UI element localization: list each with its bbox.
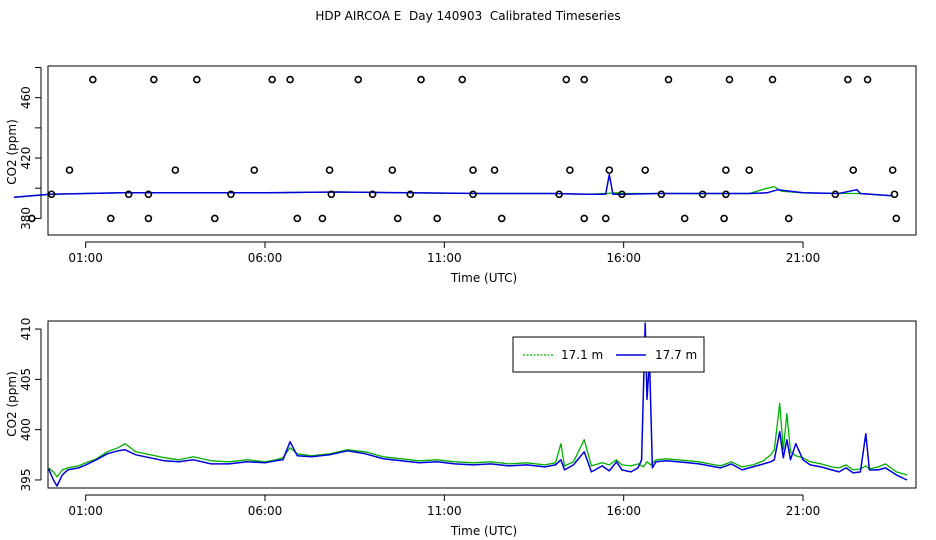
calibration-point: [831, 190, 840, 199]
legend: 17.1 m 17.7 m: [512, 336, 705, 373]
calibration-point: [680, 214, 689, 223]
calibration-point: [605, 166, 614, 174]
bottom-y-tick-label: 405: [19, 368, 33, 391]
calibration-point: [497, 214, 506, 223]
bottom-series-lines: [48, 322, 908, 487]
top-y-axis-label: CO2 (ppm): [5, 119, 19, 185]
calibration-point: [469, 166, 477, 174]
calibration-point: [433, 214, 441, 223]
calibration-point: [664, 75, 673, 84]
top-y-tick-label: 380: [19, 207, 33, 230]
calibration-point: [580, 75, 589, 84]
calibration-point: [28, 214, 36, 223]
calibration-point: [725, 75, 734, 84]
calibration-point: [354, 75, 363, 84]
top-y-tick-label: 420: [19, 147, 33, 170]
calibration-point: [250, 166, 259, 174]
calibration-point: [641, 166, 649, 174]
calibration-point: [555, 190, 563, 199]
bottom-series-line-17-7-m: [48, 322, 908, 487]
top-panel: 01:00 06:00 11:00 16:00 21:00 380 420 460 Time …: [5, 65, 917, 285]
calibration-point: [745, 166, 754, 174]
calibration-point: [844, 75, 852, 84]
calibration-point: [888, 166, 897, 174]
bottom-x-tick-label: 21:00: [786, 504, 821, 518]
bottom-x-tick-label: 16:00: [606, 504, 641, 518]
calibration-point: [768, 75, 777, 84]
top-x-tick-label: 11:00: [427, 251, 462, 265]
calibration-point: [722, 166, 730, 174]
top-x-tick-label: 16:00: [606, 251, 641, 265]
bottom-plot-frame: [47, 320, 917, 489]
calibration-point: [892, 214, 901, 223]
bottom-x-tick-label: 01:00: [68, 504, 103, 518]
bottom-x-tick-label: 11:00: [427, 504, 462, 518]
top-x-tick-label: 01:00: [68, 251, 103, 265]
calibration-point: [458, 75, 467, 84]
calibration-point: [849, 166, 858, 174]
top-x-axis-label: Time (UTC): [450, 271, 517, 285]
bottom-axes: 01:00 06:00 11:00 16:00 21:00 395 400 405 410: [19, 318, 820, 518]
bottom-y-tick-label: 395: [19, 468, 33, 491]
calibration-point: [722, 190, 730, 199]
calibration-point: [89, 75, 97, 84]
top-calibration-points: [28, 75, 901, 223]
calibration-point: [106, 214, 115, 223]
calibration-point: [327, 190, 336, 199]
calibration-point: [562, 75, 571, 84]
calibration-point: [890, 190, 899, 199]
bottom-y-tick-label: 410: [19, 318, 33, 341]
calibration-point: [388, 166, 397, 174]
top-y-tick-label: 460: [19, 86, 33, 109]
top-x-tick-label: 21:00: [786, 251, 821, 265]
bottom-series-line-17-1-m: [48, 402, 908, 478]
calibration-point: [171, 166, 180, 174]
calibration-point: [325, 166, 334, 174]
calibration-point: [566, 166, 574, 174]
calibration-point: [47, 190, 56, 199]
calibration-point: [863, 75, 872, 84]
bottom-x-tick-label: 06:00: [248, 504, 283, 518]
calibration-point: [210, 214, 219, 223]
calibration-point: [193, 75, 201, 84]
legend-label-17-7m: 17.7 m: [655, 348, 697, 362]
calibration-point: [698, 190, 707, 199]
calibration-point: [65, 166, 74, 174]
top-series-line-17-7-m: [13, 173, 893, 199]
calibration-point: [268, 75, 276, 84]
calibration-point: [417, 75, 425, 84]
calibration-point: [720, 214, 728, 223]
calibration-point: [406, 190, 415, 199]
calibration-point: [393, 214, 402, 223]
calibration-point: [368, 190, 377, 199]
calibration-point: [144, 190, 153, 199]
bottom-x-axis-label: Time (UTC): [450, 524, 517, 538]
calibration-point: [618, 190, 626, 199]
calibration-point: [601, 214, 610, 223]
calibration-point: [286, 75, 294, 84]
calibration-point: [227, 190, 235, 199]
calibration-point: [580, 214, 589, 223]
legend-label-17-1m: 17.1 m: [561, 348, 603, 362]
calibration-point: [657, 190, 666, 199]
top-x-tick-label: 06:00: [248, 251, 283, 265]
top-series-lines: [13, 173, 893, 199]
calibration-point: [469, 190, 477, 199]
bottom-y-tick-label: 400: [19, 418, 33, 441]
calibration-point: [490, 166, 499, 174]
calibration-point: [144, 214, 153, 223]
top-axes: 01:00 06:00 11:00 16:00 21:00 380 420 460: [19, 67, 821, 265]
chart-title: HDP AIRCOA E Day 140903 Calibrated Times…: [315, 9, 621, 23]
bottom-y-axis-label: CO2 (ppm): [5, 371, 19, 437]
calibration-point: [318, 214, 327, 223]
calibration-point: [150, 75, 158, 84]
calibration-point: [293, 214, 302, 223]
calibration-point: [124, 190, 133, 199]
calibration-point: [784, 214, 793, 223]
top-plot-frame: [47, 65, 917, 236]
